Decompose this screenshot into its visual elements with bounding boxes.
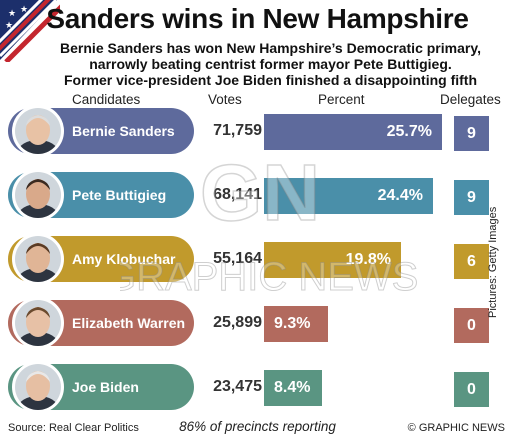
amy-klobuchar-photo-icon (15, 236, 61, 282)
percent-label: 8.4% (274, 379, 311, 396)
percent-bar (264, 114, 442, 150)
joe-biden-photo-icon (15, 364, 61, 410)
subtitle-line: narrowly beating centrist former mayor P… (89, 56, 452, 72)
delegate-count: 0 (454, 372, 489, 407)
vote-count: 25,899 (213, 314, 262, 331)
percent-label: 25.7% (386, 123, 432, 140)
avatar (12, 233, 64, 285)
percent-bar (264, 242, 401, 278)
candidate-row: Bernie Sanders 71,759 25.7% 9 (0, 104, 515, 160)
pete-buttigieg-photo-icon (15, 172, 61, 218)
header-votes: Votes (208, 92, 242, 107)
avatar (12, 105, 64, 157)
percent-label: 9.3% (274, 315, 311, 332)
subtitle-line: Former vice-president Joe Biden finished… (63, 72, 478, 88)
percent-bar (264, 178, 433, 214)
percent-bar (264, 370, 322, 406)
vote-count: 71,759 (213, 122, 262, 139)
chart-title: Sanders wins in New Hampshire (46, 3, 469, 34)
flag-corner-icon: ★ ★ ★ (0, 0, 60, 62)
delegate-count: 0 (454, 308, 489, 343)
candidate-name: Bernie Sanders (72, 123, 175, 139)
avatar (12, 169, 64, 221)
header-delegates: Delegates (440, 92, 501, 107)
candidate-label: Joe Biden (8, 361, 194, 413)
avatar (12, 297, 64, 349)
delegate-count: 6 (454, 244, 489, 279)
avatar (12, 361, 64, 413)
source-note: Source: Real Clear Politics (8, 422, 139, 434)
candidate-row: Amy Klobuchar 55,164 19.8% 6 (0, 232, 515, 288)
brand-note: © GRAPHIC NEWS (407, 422, 505, 434)
candidate-row: Elizabeth Warren 25,899 9.3% 0 (0, 296, 515, 352)
candidate-label: Pete Buttigieg (8, 169, 194, 221)
candidate-label: Amy Klobuchar (8, 233, 194, 285)
photo-credit: Pictures: Getty Images (487, 206, 499, 318)
candidate-name: Elizabeth Warren (72, 315, 186, 331)
vote-count: 55,164 (213, 250, 262, 267)
vote-count: 68,141 (213, 186, 262, 203)
candidate-name: Pete Buttigieg (72, 187, 167, 203)
svg-text:★: ★ (8, 9, 16, 19)
subtitle-line: Bernie Sanders has won New Hampshire’s D… (60, 40, 481, 56)
chart-subtitle: Bernie Sanders has won New Hampshire’s D… (36, 40, 505, 88)
header-candidates: Candidates (72, 92, 141, 107)
candidate-label: Elizabeth Warren (8, 297, 194, 349)
candidate-row: Joe Biden 23,475 8.4% 0 (0, 360, 515, 416)
candidate-name: Amy Klobuchar (72, 251, 176, 267)
svg-text:★: ★ (20, 5, 28, 15)
percent-bar (264, 306, 328, 342)
elizabeth-warren-photo-icon (15, 300, 61, 346)
header-percent: Percent (318, 92, 365, 107)
percent-label: 19.8% (345, 251, 391, 268)
bernie-sanders-photo-icon (15, 108, 61, 154)
vote-count: 23,475 (213, 378, 262, 395)
precincts-note: 86% of precincts reporting (179, 419, 336, 434)
candidate-row: Pete Buttigieg 68,141 24.4% 9 (0, 168, 515, 224)
delegate-count: 9 (454, 116, 489, 151)
candidate-name: Joe Biden (72, 379, 139, 395)
delegate-count: 9 (454, 180, 489, 215)
candidate-label: Bernie Sanders (8, 105, 194, 157)
percent-label: 24.4% (377, 187, 423, 204)
svg-text:★: ★ (5, 21, 13, 31)
